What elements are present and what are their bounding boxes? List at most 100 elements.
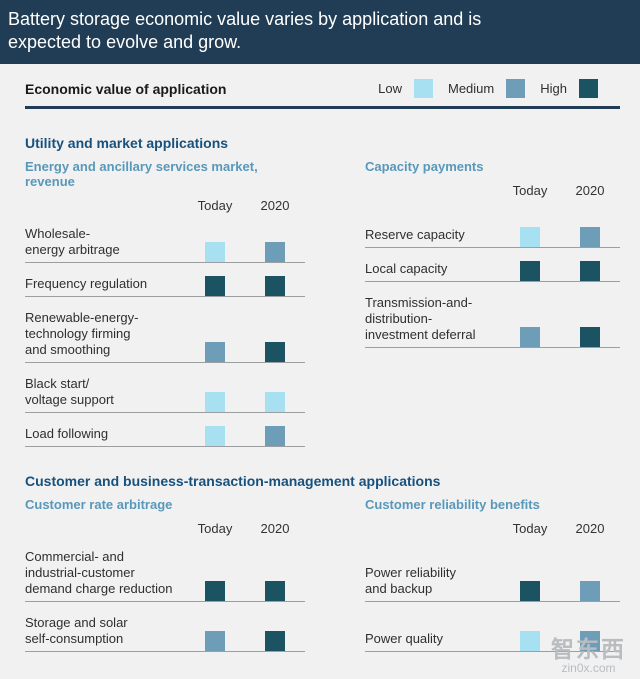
value-cell xyxy=(560,261,620,281)
value-cell xyxy=(245,242,305,262)
legend-label-high: High xyxy=(540,81,567,96)
legend-item-high: High xyxy=(540,79,598,98)
value-swatch-today xyxy=(205,342,225,362)
value-cell xyxy=(500,581,560,601)
value-cells xyxy=(500,227,620,247)
panel-customer-reliability: Customer reliability benefits Today 2020… xyxy=(365,495,620,652)
utility-panels: Energy and ancillary services market, re… xyxy=(25,157,620,447)
value-swatch-2020 xyxy=(265,342,285,362)
application-label: Storage and solar self-consumption xyxy=(25,615,128,646)
value-swatch-2020 xyxy=(580,581,600,601)
value-cell xyxy=(185,392,245,412)
value-cells xyxy=(500,631,620,651)
value-cell xyxy=(560,227,620,247)
value-cells xyxy=(185,242,305,262)
column-headers: Today 2020 xyxy=(25,198,305,213)
value-cells xyxy=(500,581,620,601)
panel-subtitle: Capacity payments xyxy=(365,159,484,174)
value-swatch-2020 xyxy=(265,581,285,601)
value-swatch-today xyxy=(520,581,540,601)
table-row: Renewable-energy- technology firming and… xyxy=(25,297,305,363)
value-cells xyxy=(185,342,305,362)
legend-label-low: Low xyxy=(378,81,402,96)
value-cells xyxy=(185,631,305,651)
value-swatch-today xyxy=(520,631,540,651)
legend-swatch-high xyxy=(579,79,598,98)
panel-subtitle: Customer reliability benefits xyxy=(365,497,540,512)
column-header-today: Today xyxy=(197,521,233,536)
column-header-today: Today xyxy=(197,198,233,213)
value-swatch-2020 xyxy=(580,631,600,651)
table-row: Storage and solar self-consumption xyxy=(25,602,305,652)
table-row: Transmission-and- distribution- investme… xyxy=(365,282,620,348)
value-cell xyxy=(560,581,620,601)
table-row: Commercial- and industrial-customer dema… xyxy=(25,536,305,602)
value-swatch-2020 xyxy=(580,327,600,347)
value-swatch-today xyxy=(205,631,225,651)
value-cell xyxy=(185,581,245,601)
table-row: Reserve capacity xyxy=(365,198,620,248)
value-swatch-2020 xyxy=(265,392,285,412)
application-label: Power quality xyxy=(365,631,444,646)
column-header-2020: 2020 xyxy=(260,521,290,536)
value-cells xyxy=(185,581,305,601)
panel-customer-rate-arbitrage: Customer rate arbitrage Today 2020 Comme… xyxy=(25,495,305,652)
section-title-customer: Customer and business-transaction-manage… xyxy=(25,473,441,489)
legend-item-medium: Medium xyxy=(448,79,526,98)
value-swatch-today xyxy=(520,261,540,281)
application-label: Load following xyxy=(25,426,109,441)
table-row: Load following xyxy=(25,413,305,447)
watermark: 智东西 zin0x.com xyxy=(551,635,626,675)
panel-subtitle: Customer rate arbitrage xyxy=(25,497,173,512)
value-cells xyxy=(500,327,620,347)
application-label: Renewable-energy- technology firming and… xyxy=(25,310,139,357)
panel-subtitle: Energy and ancillary services market, re… xyxy=(25,159,258,189)
application-label: Power reliability and backup xyxy=(365,565,457,596)
panel-capacity-payments: Capacity payments Today 2020 Reserve cap… xyxy=(365,157,620,348)
column-header-today: Today xyxy=(512,521,548,536)
legend-label-medium: Medium xyxy=(448,81,495,96)
section-title-utility: Utility and market applications xyxy=(25,135,229,151)
value-swatch-today xyxy=(205,276,225,296)
value-cell xyxy=(560,327,620,347)
value-cell xyxy=(185,426,245,446)
value-swatch-2020 xyxy=(580,261,600,281)
column-header-2020: 2020 xyxy=(575,521,605,536)
watermark-url: zin0x.com xyxy=(561,660,616,675)
value-cell xyxy=(245,276,305,296)
table-row: Black start/ voltage support xyxy=(25,363,305,413)
column-header-2020: 2020 xyxy=(575,183,605,198)
application-label: Reserve capacity xyxy=(365,227,465,242)
value-swatch-today xyxy=(205,392,225,412)
application-label: Black start/ voltage support xyxy=(25,376,114,407)
value-swatch-2020 xyxy=(265,426,285,446)
legend-title: Economic value of application xyxy=(25,80,227,97)
legend-item-low: Low xyxy=(378,79,433,98)
value-cell xyxy=(245,392,305,412)
value-cell xyxy=(500,261,560,281)
value-cells xyxy=(185,276,305,296)
application-label: Frequency regulation xyxy=(25,276,148,291)
value-swatch-today xyxy=(205,426,225,446)
watermark-logo-text: 智东西 xyxy=(551,635,626,662)
column-headers: Today 2020 xyxy=(365,183,620,198)
value-cell xyxy=(560,631,620,651)
value-cell xyxy=(185,342,245,362)
value-cells xyxy=(500,261,620,281)
value-cell xyxy=(500,227,560,247)
table-row: Wholesale- energy arbitrage xyxy=(25,213,305,263)
value-swatch-2020 xyxy=(580,227,600,247)
value-swatch-today xyxy=(205,581,225,601)
value-cell xyxy=(245,631,305,651)
table-row: Frequency regulation xyxy=(25,263,305,297)
table-row: Power reliability and backup xyxy=(365,536,620,602)
application-label: Local capacity xyxy=(365,261,448,276)
value-swatch-2020 xyxy=(265,276,285,296)
legend-items: Low Medium High xyxy=(378,79,620,98)
value-swatch-2020 xyxy=(265,242,285,262)
value-swatch-today xyxy=(520,227,540,247)
column-headers: Today 2020 xyxy=(365,521,620,536)
customer-panels: Customer rate arbitrage Today 2020 Comme… xyxy=(25,495,620,652)
panel-energy-ancillary: Energy and ancillary services market, re… xyxy=(25,157,305,447)
